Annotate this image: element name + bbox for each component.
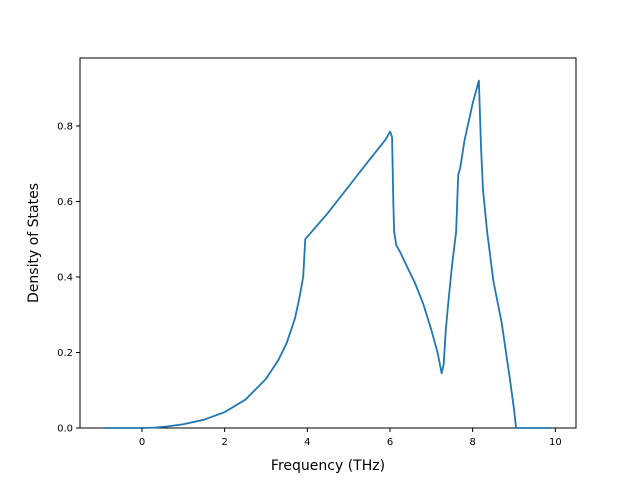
- x-axis-ticks: 0 2 4 6 8 10: [139, 428, 562, 448]
- y-tick-label: 0.0: [57, 424, 73, 435]
- plot-area: [79, 57, 577, 429]
- y-axis-ticks: 0.0 0.2 0.4 0.6 0.8: [57, 121, 80, 435]
- x-tick-label: 0: [139, 437, 145, 448]
- x-tick-label: 2: [221, 437, 227, 448]
- x-tick-label: 10: [549, 437, 562, 448]
- y-tick-label: 0.8: [57, 121, 73, 132]
- y-tick-label: 0.4: [57, 272, 73, 283]
- y-tick-label: 0.2: [57, 348, 73, 359]
- x-tick-label: 4: [304, 437, 310, 448]
- plot-frame: [79, 57, 577, 429]
- x-tick-label: 6: [387, 437, 393, 448]
- x-tick-label: 8: [469, 437, 475, 448]
- dos-series-line: [104, 79, 552, 429]
- y-tick-label: 0.6: [57, 197, 73, 208]
- x-axis-title: Frequency (THz): [271, 458, 385, 474]
- y-axis-title: Density of States: [26, 183, 42, 303]
